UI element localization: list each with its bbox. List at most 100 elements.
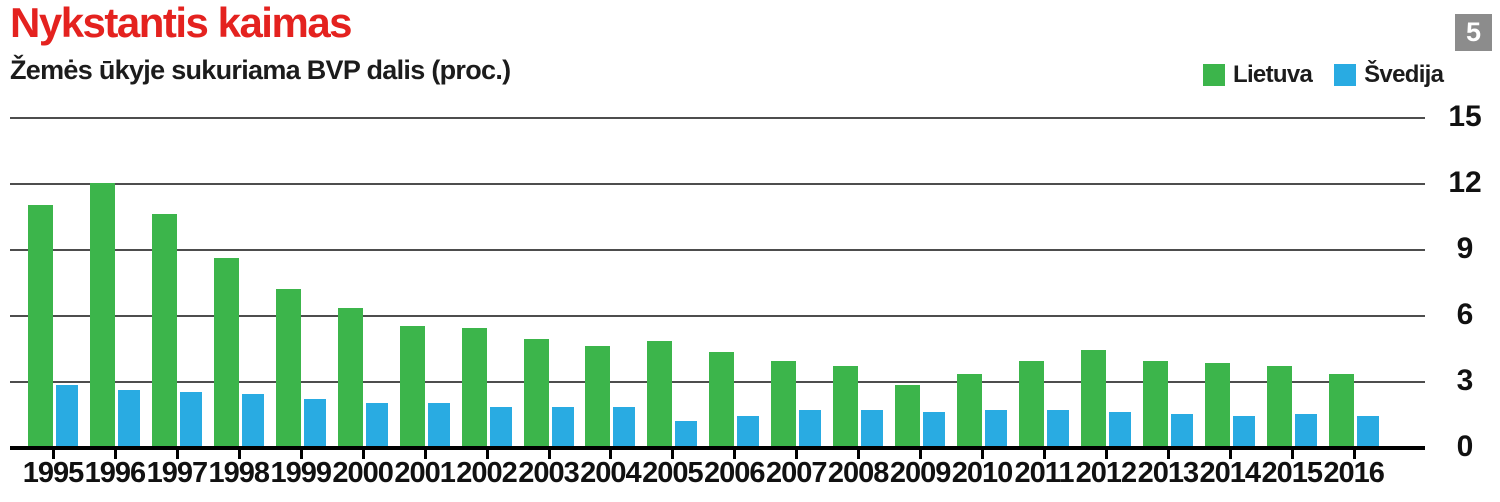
year-group-2009: 2009 (890, 117, 951, 488)
x-tick-2012 (1104, 450, 1108, 459)
y-axis: 15 12 9 6 3 0 (1437, 102, 1493, 462)
bar-svedija-2002 (489, 407, 512, 447)
year-group-2002: 2002 (456, 117, 518, 488)
x-tick-2008 (857, 450, 861, 459)
legend-label-svedija: Švedija (1364, 61, 1444, 88)
year-label-2016: 2016 (1323, 457, 1385, 489)
bar-lietuva-2014 (1204, 363, 1230, 447)
gridline-12 (10, 183, 1425, 185)
bar-svedija-2011 (1047, 409, 1069, 447)
bar-svedija-1998 (241, 394, 264, 447)
year-label-2012: 2012 (1075, 457, 1138, 489)
x-tick-2010 (981, 450, 985, 459)
bar-svedija-1997 (179, 392, 202, 447)
year-label-2007: 2007 (765, 457, 828, 489)
x-tick-1999 (299, 450, 303, 459)
legend-item-svedija: Švedija (1334, 61, 1444, 88)
x-tick-1998 (237, 450, 241, 459)
x-tick-2002 (485, 450, 489, 459)
year-label-2004: 2004 (580, 457, 642, 489)
y-tick-label-6: 6 (1456, 298, 1474, 331)
x-tick-2004 (609, 450, 613, 459)
bar-lietuva-2004 (585, 345, 611, 447)
year-group-2007: 2007 (766, 117, 828, 488)
bar-lietuva-2012 (1080, 350, 1106, 447)
bar-svedija-2001 (427, 403, 450, 447)
bar-lietuva-2002 (461, 328, 487, 447)
bars-area: 1995 1996 1997 1998 1999 2000 2001 2002 2003 2004… (10, 117, 1425, 488)
bar-lietuva-2001 (399, 326, 425, 447)
gridline-15 (10, 117, 1425, 119)
year-label-1998: 1998 (208, 457, 271, 489)
y-tick-label-0: 0 (1456, 430, 1474, 463)
x-tick-2015 (1290, 450, 1294, 459)
year-group-2015: 2015 (1261, 117, 1323, 488)
bar-svedija-2004 (613, 407, 636, 447)
bar-lietuva-2015 (1266, 365, 1292, 447)
year-group-1999: 1999 (270, 117, 332, 488)
bar-svedija-2009 (923, 411, 946, 447)
year-label-2015: 2015 (1261, 457, 1323, 489)
year-label-2006: 2006 (704, 457, 766, 489)
bar-lietuva-2005 (647, 341, 673, 447)
x-tick-2014 (1228, 450, 1232, 459)
year-label-2014: 2014 (1199, 457, 1262, 489)
page-title: Nykstantis kaimas (10, 0, 353, 46)
x-tick-1997 (175, 450, 179, 459)
year-group-2004: 2004 (580, 117, 642, 488)
year-label-1996: 1996 (84, 457, 147, 489)
bar-lietuva-2010 (957, 374, 983, 447)
svedija-swatch-icon (1334, 64, 1357, 86)
year-group-1995: 1995 (23, 117, 84, 488)
bar-svedija-2007 (799, 409, 822, 447)
bar-lietuva-2013 (1142, 361, 1168, 447)
chart-subtitle: Žemės ūkyje sukuriama BVP dalis (proc.) (10, 55, 511, 85)
x-tick-2006 (733, 450, 737, 459)
year-group-2010: 2010 (952, 117, 1013, 488)
gridline-9 (10, 249, 1425, 251)
year-label-1999: 1999 (270, 457, 332, 489)
year-group-2000: 2000 (332, 117, 394, 488)
x-tick-2013 (1166, 450, 1170, 459)
year-group-1997: 1997 (147, 117, 208, 488)
x-tick-2007 (795, 450, 799, 459)
year-label-2003: 2003 (518, 457, 580, 489)
bar-lietuva-2006 (709, 352, 735, 447)
x-tick-1996 (113, 450, 117, 459)
bar-svedija-2008 (861, 409, 884, 447)
x-tick-2001 (423, 450, 427, 459)
bar-svedija-1999 (303, 398, 326, 447)
bar-lietuva-2008 (833, 365, 859, 447)
year-label-2009: 2009 (889, 457, 952, 489)
lietuva-swatch-icon (1203, 64, 1225, 86)
year-label-2005: 2005 (642, 457, 704, 489)
y-tick-label-3: 3 (1456, 364, 1474, 397)
bar-lietuva-2009 (895, 385, 921, 447)
bar-svedija-2003 (551, 407, 574, 447)
x-tick-2009 (919, 450, 923, 459)
year-group-2011: 2011 (1015, 117, 1074, 488)
bar-lietuva-1998 (213, 257, 239, 447)
gridline-6 (10, 315, 1425, 317)
x-tick-2005 (671, 450, 675, 459)
bar-svedija-2010 (985, 409, 1008, 447)
x-tick-2016 (1352, 450, 1356, 459)
year-group-1996: 1996 (85, 117, 146, 488)
year-group-2006: 2006 (704, 117, 766, 488)
y-tick-label-9: 9 (1456, 232, 1474, 265)
legend-item-lietuva: Lietuva (1203, 63, 1313, 87)
legend: Lietuva Švedija (1203, 61, 1444, 88)
bar-svedija-2000 (365, 403, 388, 447)
bar-lietuva-1997 (151, 213, 177, 447)
year-label-2001: 2001 (394, 457, 456, 489)
x-axis-baseline (10, 446, 1425, 450)
year-label-2008: 2008 (827, 457, 890, 489)
bar-lietuva-1996 (89, 183, 115, 447)
year-label-2013: 2013 (1137, 457, 1200, 489)
year-group-2008: 2008 (828, 117, 889, 488)
year-group-2013: 2013 (1138, 117, 1199, 488)
year-label-2000: 2000 (332, 457, 394, 489)
bar-svedija-2013 (1170, 414, 1193, 447)
bar-lietuva-2000 (337, 308, 363, 447)
bar-svedija-2015 (1294, 414, 1317, 447)
